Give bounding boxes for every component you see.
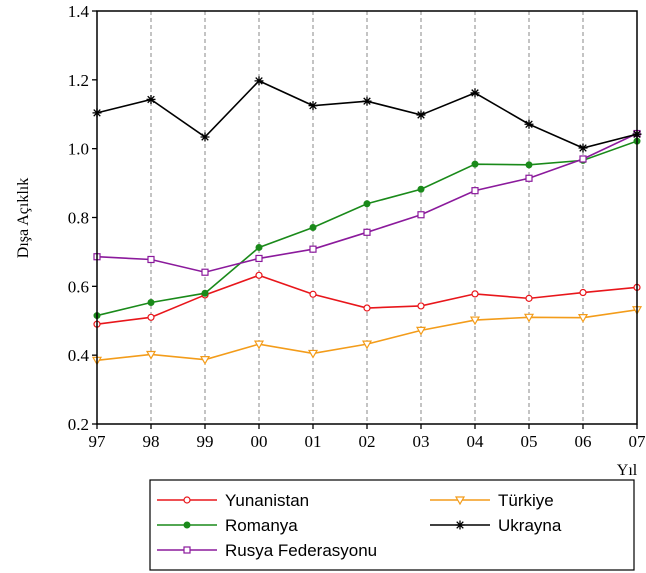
data-point <box>454 496 466 506</box>
data-point <box>417 302 425 310</box>
legend-label: Romanya <box>225 516 298 535</box>
x-tick-label: 99 <box>197 432 214 451</box>
data-point <box>361 340 373 350</box>
data-point <box>417 211 425 219</box>
data-point <box>523 313 535 323</box>
data-point <box>455 520 465 530</box>
data-point <box>363 228 371 236</box>
legend-item: Yunanistan <box>157 491 309 510</box>
data-point <box>253 340 265 350</box>
legend-item: Rusya Federasyonu <box>157 541 377 560</box>
data-point <box>147 255 155 264</box>
data-point <box>362 96 372 106</box>
data-point <box>469 316 481 326</box>
data-point <box>471 187 479 195</box>
data-point <box>147 299 155 307</box>
data-point <box>308 101 318 111</box>
y-tick-label: 1.2 <box>68 71 89 90</box>
legend-items: Yunanistan Romanya Rusya Federasyonu Türkiy… <box>157 491 562 560</box>
series-layer <box>91 76 643 366</box>
x-tick-label: 05 <box>521 432 538 451</box>
x-tick-label: 06 <box>575 432 592 451</box>
y-tick-label: 1.4 <box>68 2 90 21</box>
legend: Yunanistan Romanya Rusya Federasyonu Türkiy… <box>149 479 635 571</box>
data-point <box>524 119 534 129</box>
y-tick-label: 0.8 <box>68 209 89 228</box>
data-point <box>201 268 209 276</box>
data-point <box>147 313 155 321</box>
grid-layer <box>150 11 584 424</box>
data-point <box>471 160 479 168</box>
data-point <box>309 245 317 253</box>
legend-item: Türkiye <box>430 491 554 510</box>
y-tick-label: 0.2 <box>68 415 89 434</box>
data-point <box>363 304 371 312</box>
x-tick-labels: 97 98 99 00 01 02 03 04 05 06 07 <box>89 432 646 451</box>
data-point <box>255 254 263 263</box>
x-tick-label: 01 <box>305 432 322 451</box>
data-point <box>255 243 263 251</box>
data-point <box>578 143 588 153</box>
legend-label: Rusya Federasyonu <box>225 541 377 560</box>
data-point <box>201 289 209 297</box>
data-point <box>309 223 317 231</box>
data-point <box>145 350 157 360</box>
series-ukrayna <box>92 76 642 153</box>
y-tick-label: 0.4 <box>68 346 90 365</box>
x-tick-label: 98 <box>143 432 160 451</box>
data-point <box>183 546 191 554</box>
x-tick-label: 02 <box>359 432 376 451</box>
data-point <box>417 185 425 193</box>
data-point <box>579 288 587 297</box>
legend-label: Türkiye <box>498 491 554 510</box>
data-point <box>470 88 480 98</box>
legend-box <box>149 479 635 571</box>
legend-item: Romanya <box>157 516 298 535</box>
x-axis-title: Yıl <box>617 462 638 479</box>
y-tick-labels: 0.2 0.4 0.6 0.8 1.0 1.2 1.4 <box>68 2 90 434</box>
data-point <box>200 132 210 142</box>
y-tick-label: 0.6 <box>68 277 89 296</box>
series-t-rkiye <box>91 306 643 366</box>
data-point <box>183 521 191 529</box>
data-point <box>183 496 191 504</box>
data-point <box>146 94 156 104</box>
data-point <box>307 349 319 359</box>
legend-item: Ukrayna <box>430 516 562 535</box>
x-tick-label: 07 <box>629 432 646 451</box>
data-point <box>525 174 533 182</box>
axes-layer <box>92 10 638 429</box>
legend-label: Yunanistan <box>225 491 309 510</box>
data-point <box>199 356 211 365</box>
x-tick-label: 03 <box>413 432 430 451</box>
y-axis-title: Dışa Açıklık <box>15 178 32 258</box>
y-tick-label: 1.0 <box>68 140 89 159</box>
x-tick-label: 97 <box>89 432 107 451</box>
data-point <box>363 200 371 208</box>
data-point <box>579 155 587 163</box>
legend-label: Ukrayna <box>498 516 562 535</box>
data-point <box>254 76 264 86</box>
data-point <box>577 314 589 323</box>
x-tick-label: 04 <box>467 432 485 451</box>
data-point <box>309 290 317 298</box>
data-point <box>255 271 263 279</box>
data-point <box>525 161 533 169</box>
data-point <box>416 110 426 120</box>
data-point <box>415 326 427 336</box>
data-point <box>471 290 479 298</box>
x-tick-label: 00 <box>251 432 268 451</box>
data-point <box>525 294 533 302</box>
